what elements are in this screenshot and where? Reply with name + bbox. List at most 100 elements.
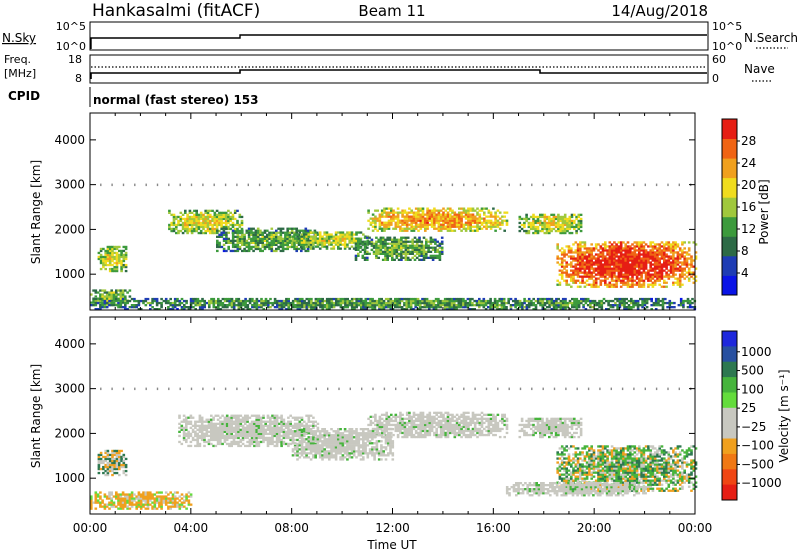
cell-1-0 bbox=[151, 493, 154, 496]
cell-0-6 bbox=[387, 221, 391, 224]
cell-0-8 bbox=[635, 271, 639, 274]
cell-0-9 bbox=[312, 304, 315, 307]
cell-0-8 bbox=[635, 255, 639, 258]
cell-0-9 bbox=[285, 308, 288, 311]
cell-0-8 bbox=[631, 265, 634, 268]
cell-0-8 bbox=[647, 261, 650, 264]
cell-0-8 bbox=[590, 247, 593, 250]
cell-1-0 bbox=[153, 501, 157, 504]
cell-1-2 bbox=[196, 420, 199, 423]
cell-0-8 bbox=[610, 283, 614, 286]
cell-0-8 bbox=[674, 243, 677, 246]
cell-0-8 bbox=[567, 249, 571, 252]
cell-0-1 bbox=[111, 259, 114, 263]
cell-0-2 bbox=[195, 209, 198, 212]
cell-0-8 bbox=[604, 265, 607, 268]
cell-0-7 bbox=[536, 227, 540, 231]
cell-0-8 bbox=[629, 245, 632, 248]
cell-0-8 bbox=[570, 249, 573, 252]
cell-0-0 bbox=[115, 295, 118, 298]
cell-1-0 bbox=[149, 497, 152, 500]
cell-0-6 bbox=[467, 227, 470, 230]
cell-0-3 bbox=[304, 227, 308, 230]
cell-0-5 bbox=[375, 256, 378, 259]
cell-0-6 bbox=[433, 217, 436, 220]
cell-0-8 bbox=[629, 255, 632, 258]
range-dot bbox=[281, 183, 283, 187]
cell-0-9 bbox=[341, 297, 345, 301]
cell-1-2 bbox=[214, 444, 218, 448]
cell-0-0 bbox=[121, 295, 125, 298]
cell-1-2 bbox=[212, 436, 215, 440]
cell-1-1 bbox=[108, 469, 112, 473]
cell-0-9 bbox=[328, 308, 331, 311]
cell-0-9 bbox=[169, 304, 172, 307]
cell-0-9 bbox=[217, 308, 220, 311]
cell-1-1 bbox=[104, 463, 107, 467]
cell-0-9 bbox=[645, 306, 649, 309]
cell-0-7 bbox=[520, 223, 524, 227]
power-dotted-line bbox=[100, 183, 692, 187]
cell-0-7 bbox=[566, 217, 569, 221]
cell-0-9 bbox=[160, 304, 163, 307]
nsky-tick-bottom: 10^0 bbox=[56, 40, 86, 53]
cell-1-2 bbox=[198, 430, 202, 433]
cell-0-9 bbox=[364, 297, 368, 301]
cell-1-2 bbox=[234, 414, 238, 417]
cell-0-8 bbox=[588, 259, 591, 262]
cell-0-6 bbox=[417, 211, 420, 214]
cell-0-1 bbox=[104, 259, 107, 263]
cell-0-6 bbox=[478, 217, 482, 220]
cell-0-6 bbox=[371, 225, 375, 228]
cell-0-6 bbox=[433, 221, 436, 224]
cell-0-9 bbox=[409, 308, 413, 311]
cell-0-9 bbox=[539, 297, 542, 301]
cell-0-3 bbox=[252, 231, 255, 234]
cell-0-8 bbox=[570, 265, 573, 268]
cell-1-2 bbox=[225, 434, 229, 438]
cell-0-9 bbox=[180, 306, 184, 309]
cell-0-5 bbox=[363, 242, 367, 245]
cell-0-9 bbox=[280, 306, 284, 309]
cell-0-0 bbox=[119, 291, 123, 294]
cell-0-8 bbox=[606, 277, 609, 280]
cell-1-0 bbox=[164, 495, 168, 498]
cell-0-9 bbox=[564, 306, 567, 309]
cell-1-0 bbox=[164, 491, 168, 494]
cell-0-8 bbox=[649, 253, 652, 256]
cell-0-9 bbox=[196, 297, 200, 301]
cell-0-8 bbox=[594, 285, 598, 288]
cell-0-2 bbox=[199, 223, 203, 227]
cell-0-9 bbox=[350, 299, 354, 303]
cell-0-9 bbox=[439, 299, 442, 303]
cell-0-9 bbox=[99, 308, 102, 311]
cell-0-8 bbox=[631, 273, 634, 276]
cell-0-7 bbox=[539, 221, 542, 225]
cell-0-9 bbox=[183, 306, 186, 309]
cell-0-6 bbox=[494, 223, 497, 226]
cell-1-1 bbox=[106, 461, 110, 465]
cell-1-1 bbox=[115, 457, 119, 461]
cell-0-9 bbox=[92, 304, 95, 307]
cell-0-9 bbox=[605, 308, 608, 311]
cell-0-9 bbox=[591, 301, 594, 305]
cell-0-6 bbox=[446, 223, 450, 226]
cell-0-8 bbox=[619, 263, 623, 266]
cell-0-9 bbox=[668, 301, 672, 305]
cell-0-8 bbox=[660, 241, 664, 244]
cell-0-9 bbox=[194, 299, 197, 303]
cell-0-8 bbox=[613, 273, 616, 276]
cell-0-9 bbox=[133, 306, 136, 309]
cell-0-9 bbox=[341, 306, 345, 309]
cell-0-8 bbox=[651, 257, 655, 260]
cell-0-9 bbox=[264, 297, 268, 301]
cell-0-4 bbox=[314, 233, 317, 236]
cell-0-4 bbox=[350, 235, 354, 238]
cell-1-0 bbox=[112, 495, 116, 498]
cell-0-6 bbox=[442, 215, 445, 218]
cell-0-9 bbox=[294, 306, 297, 309]
cell-0-2 bbox=[209, 229, 212, 233]
cell-0-7 bbox=[575, 215, 578, 219]
cell-0-6 bbox=[467, 217, 470, 220]
cell-0-9 bbox=[312, 306, 315, 309]
